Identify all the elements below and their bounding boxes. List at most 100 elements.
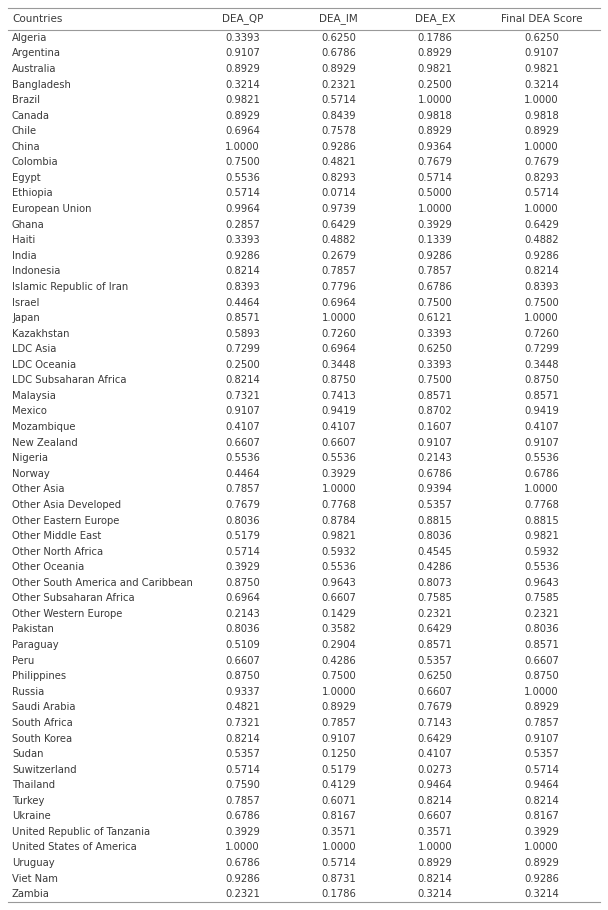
Text: 0.6250: 0.6250 <box>322 33 356 43</box>
Text: 0.8214: 0.8214 <box>418 795 452 805</box>
Text: 0.9964: 0.9964 <box>225 204 260 214</box>
Text: Uruguay: Uruguay <box>12 858 55 868</box>
Text: 0.6250: 0.6250 <box>524 33 559 43</box>
Text: 0.3929: 0.3929 <box>225 827 260 837</box>
Text: 0.8214: 0.8214 <box>225 375 260 385</box>
Text: 0.5714: 0.5714 <box>322 858 356 868</box>
Text: Islamic Republic of Iran: Islamic Republic of Iran <box>12 282 128 292</box>
Text: 0.5714: 0.5714 <box>225 547 260 557</box>
Text: 0.7857: 0.7857 <box>418 267 452 277</box>
Text: 1.0000: 1.0000 <box>418 95 452 105</box>
Text: 0.6786: 0.6786 <box>225 812 260 822</box>
Text: 0.3393: 0.3393 <box>226 33 260 43</box>
Text: 0.2321: 0.2321 <box>225 889 260 899</box>
Text: 0.3393: 0.3393 <box>226 235 260 245</box>
Text: 0.3393: 0.3393 <box>418 359 452 369</box>
Text: 0.8815: 0.8815 <box>418 515 452 525</box>
Text: 0.7679: 0.7679 <box>418 157 452 167</box>
Text: 0.3571: 0.3571 <box>322 827 356 837</box>
Text: 0.6250: 0.6250 <box>418 344 452 354</box>
Text: Other Western Europe: Other Western Europe <box>12 609 122 619</box>
Text: 0.8393: 0.8393 <box>226 282 260 292</box>
Text: 0.6250: 0.6250 <box>418 672 452 682</box>
Text: 0.6429: 0.6429 <box>418 733 452 743</box>
Text: 0.3214: 0.3214 <box>225 79 260 89</box>
Text: 0.9286: 0.9286 <box>322 142 356 152</box>
Text: Mexico: Mexico <box>12 407 47 417</box>
Text: 0.5357: 0.5357 <box>524 749 559 759</box>
Text: Other Oceania: Other Oceania <box>12 562 85 572</box>
Text: Australia: Australia <box>12 64 57 74</box>
Text: 0.9643: 0.9643 <box>322 578 356 588</box>
Text: 0.8214: 0.8214 <box>418 874 452 884</box>
Text: Malaysia: Malaysia <box>12 391 56 401</box>
Text: 0.9821: 0.9821 <box>524 531 559 541</box>
Text: 0.3929: 0.3929 <box>225 562 260 572</box>
Text: Kazakhstan: Kazakhstan <box>12 329 69 339</box>
Text: Other Subsaharan Africa: Other Subsaharan Africa <box>12 593 134 603</box>
Text: 0.2904: 0.2904 <box>322 640 356 650</box>
Text: 0.0273: 0.0273 <box>418 764 452 774</box>
Text: 0.4545: 0.4545 <box>418 547 452 557</box>
Text: 0.5536: 0.5536 <box>524 562 559 572</box>
Text: 0.8929: 0.8929 <box>418 126 452 136</box>
Text: 0.9286: 0.9286 <box>418 251 452 261</box>
Text: 0.6607: 0.6607 <box>322 593 356 603</box>
Text: 0.5536: 0.5536 <box>524 453 559 463</box>
Text: 0.8167: 0.8167 <box>524 812 559 822</box>
Text: Algeria: Algeria <box>12 33 47 43</box>
Text: Nigeria: Nigeria <box>12 453 48 463</box>
Text: 0.7679: 0.7679 <box>225 500 260 510</box>
Text: Saudi Arabia: Saudi Arabia <box>12 703 75 713</box>
Text: 0.7679: 0.7679 <box>418 703 452 713</box>
Text: 0.2500: 0.2500 <box>225 359 260 369</box>
Text: 0.7500: 0.7500 <box>322 672 356 682</box>
Text: 0.6786: 0.6786 <box>225 858 260 868</box>
Text: 0.9107: 0.9107 <box>225 48 260 58</box>
Text: Turkey: Turkey <box>12 795 44 805</box>
Text: 0.6121: 0.6121 <box>418 313 452 323</box>
Text: 0.9107: 0.9107 <box>524 438 559 448</box>
Text: 0.6607: 0.6607 <box>322 438 356 448</box>
Text: Colombia: Colombia <box>12 157 58 167</box>
Text: Pakistan: Pakistan <box>12 624 54 634</box>
Text: Egypt: Egypt <box>12 173 41 183</box>
Text: 0.7768: 0.7768 <box>524 500 559 510</box>
Text: 0.7857: 0.7857 <box>225 795 260 805</box>
Text: Bangladesh: Bangladesh <box>12 79 71 89</box>
Text: 0.9821: 0.9821 <box>322 531 356 541</box>
Text: 1.0000: 1.0000 <box>524 204 559 214</box>
Text: 0.8750: 0.8750 <box>524 672 559 682</box>
Text: 0.6429: 0.6429 <box>322 219 356 229</box>
Text: 0.7143: 0.7143 <box>418 718 452 728</box>
Text: 0.8929: 0.8929 <box>524 858 559 868</box>
Text: 0.6786: 0.6786 <box>322 48 356 58</box>
Text: 0.8815: 0.8815 <box>524 515 559 525</box>
Text: Other Asia: Other Asia <box>12 484 64 494</box>
Text: 0.5000: 0.5000 <box>418 188 452 198</box>
Text: 0.1786: 0.1786 <box>418 33 452 43</box>
Text: 0.7590: 0.7590 <box>225 780 260 790</box>
Text: 0.6964: 0.6964 <box>322 344 356 354</box>
Text: 0.7796: 0.7796 <box>321 282 356 292</box>
Text: Zambia: Zambia <box>12 889 50 899</box>
Text: 0.6607: 0.6607 <box>225 438 260 448</box>
Text: 0.6786: 0.6786 <box>418 469 452 479</box>
Text: 0.2321: 0.2321 <box>524 609 559 619</box>
Text: 0.7679: 0.7679 <box>524 157 559 167</box>
Text: 0.4107: 0.4107 <box>418 749 452 759</box>
Text: 0.9643: 0.9643 <box>524 578 559 588</box>
Text: 0.5536: 0.5536 <box>322 453 356 463</box>
Text: 0.1339: 0.1339 <box>418 235 452 245</box>
Text: 0.8214: 0.8214 <box>524 267 559 277</box>
Text: 0.5536: 0.5536 <box>225 173 260 183</box>
Text: 0.6071: 0.6071 <box>322 795 356 805</box>
Text: Israel: Israel <box>12 298 40 308</box>
Text: LDC Asia: LDC Asia <box>12 344 57 354</box>
Text: 0.8929: 0.8929 <box>225 111 260 121</box>
Text: 1.0000: 1.0000 <box>524 95 559 105</box>
Text: LDC Oceania: LDC Oceania <box>12 359 76 369</box>
Text: 0.8929: 0.8929 <box>322 703 356 713</box>
Text: Final DEA Score: Final DEA Score <box>501 14 582 24</box>
Text: Viet Nam: Viet Nam <box>12 874 58 884</box>
